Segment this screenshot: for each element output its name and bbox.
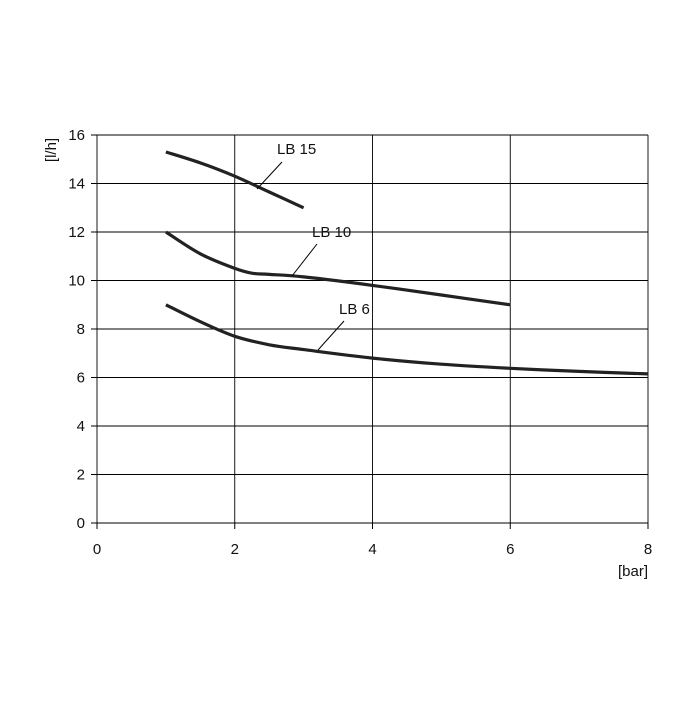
y-tick-label: 16 bbox=[68, 127, 85, 144]
series-line-lb-15 bbox=[165, 150, 305, 210]
series-line-lb-6 bbox=[165, 303, 649, 376]
tick-labels: 0 2 4 6 8 10 12 14 16 0 2 4 6 8 bbox=[68, 127, 652, 558]
y-tick-label: 6 bbox=[77, 370, 85, 387]
x-axis-label: [bar] bbox=[618, 563, 648, 580]
y-tick-label: 4 bbox=[77, 418, 85, 435]
y-tick-label: 10 bbox=[68, 273, 85, 290]
y-tick-label: 8 bbox=[77, 321, 85, 338]
x-tick-label: 8 bbox=[644, 541, 652, 558]
y-tick-label: 2 bbox=[77, 467, 85, 484]
series-leader-line bbox=[256, 161, 283, 190]
x-tick-label: 6 bbox=[506, 541, 514, 558]
grid bbox=[91, 134, 649, 529]
y-axis-label: [l/h] bbox=[43, 138, 60, 162]
y-tick-label: 0 bbox=[77, 515, 85, 532]
x-tick-label: 0 bbox=[93, 541, 101, 558]
x-tick-label: 4 bbox=[368, 541, 376, 558]
y-tick-label: 14 bbox=[68, 176, 85, 193]
series-labels: LB 15 LB 10 LB 6 bbox=[256, 141, 370, 351]
x-tick-label: 2 bbox=[231, 541, 239, 558]
series-leader-line bbox=[291, 243, 318, 277]
series-leader-line bbox=[317, 320, 345, 351]
series-label: LB 15 bbox=[277, 141, 316, 158]
series-label: LB 6 bbox=[339, 301, 370, 318]
series-lines bbox=[165, 150, 649, 376]
series-label: LB 10 bbox=[312, 224, 351, 241]
series-line-lb-10 bbox=[165, 230, 511, 307]
y-tick-label: 12 bbox=[68, 224, 85, 241]
